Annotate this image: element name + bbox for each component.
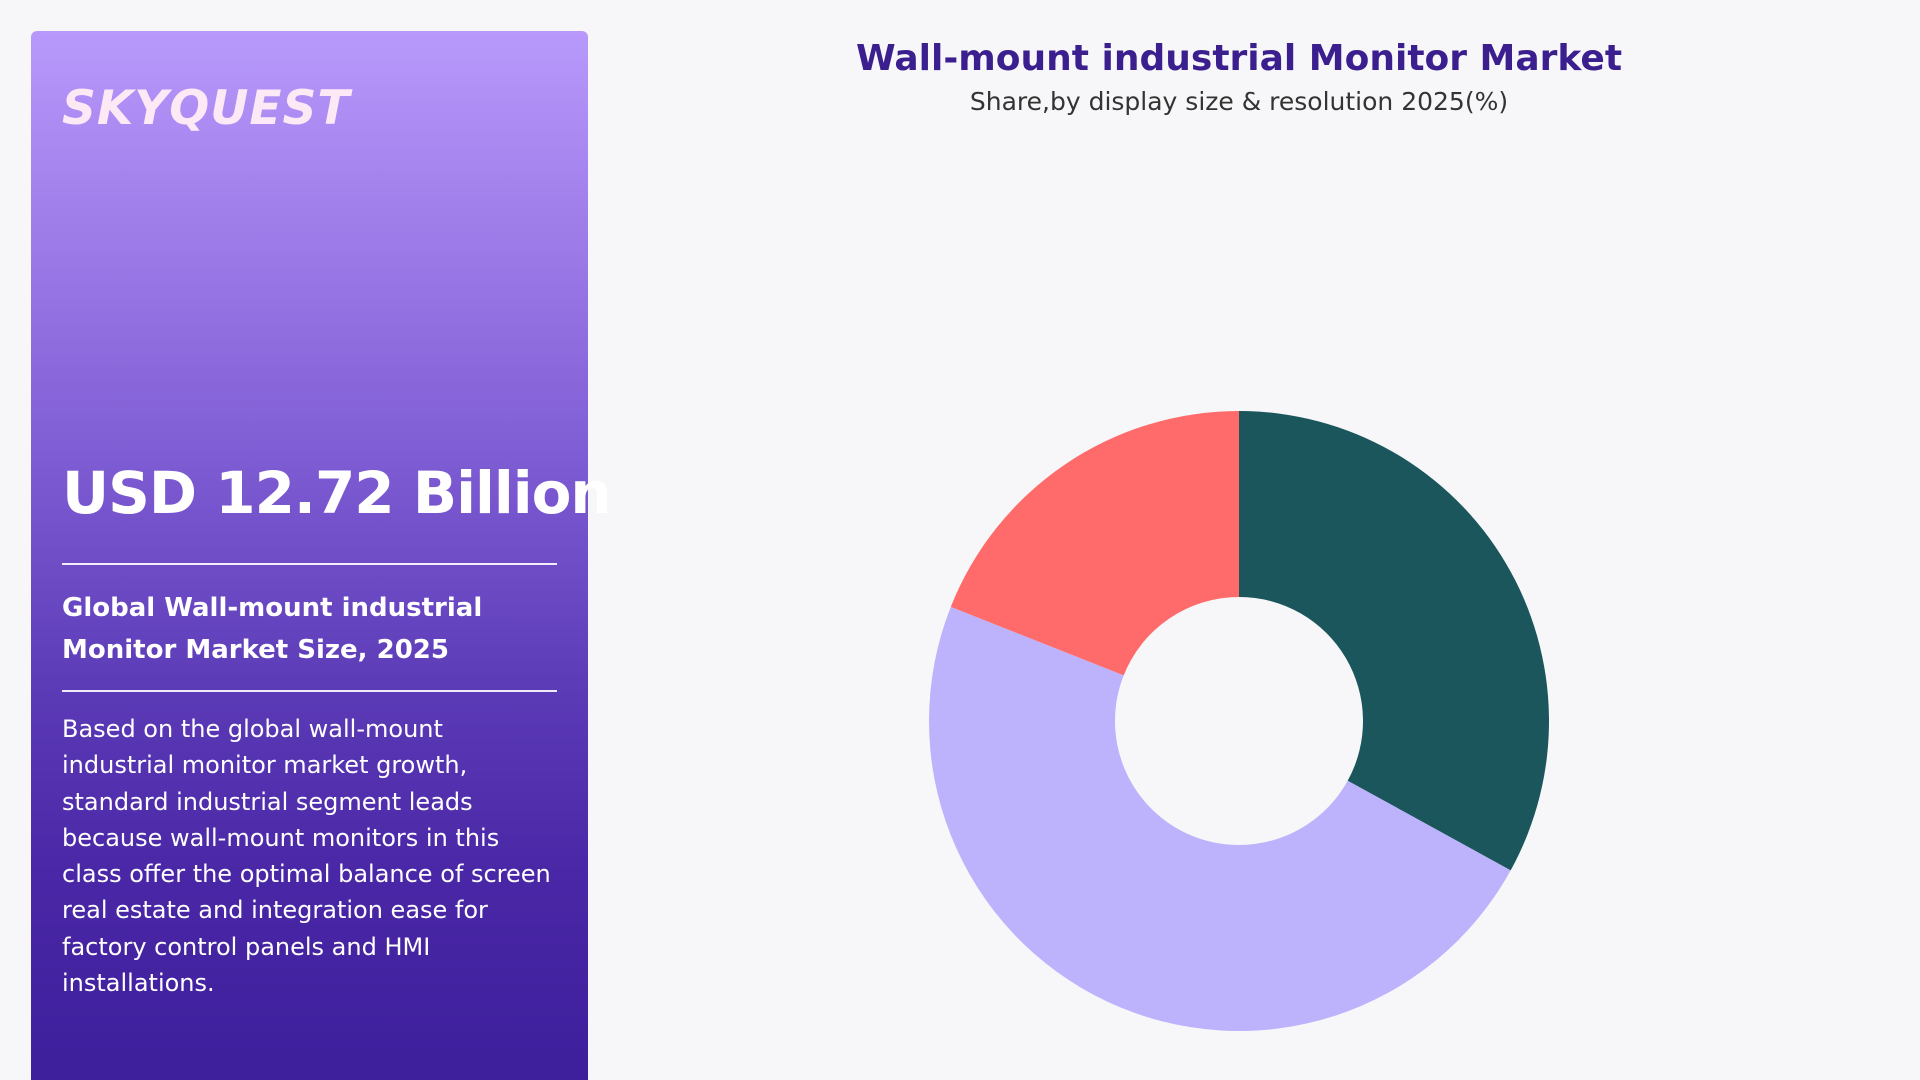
divider-bottom [62, 690, 557, 692]
market-size-caption: Global Wall-mount industrial Monitor Mar… [62, 593, 483, 665]
divider-top [62, 563, 557, 565]
donut-slice-2 [929, 606, 1511, 1031]
market-description: Based on the global wall-mount industria… [62, 715, 551, 998]
market-size-value: USD 12.72 Billion [62, 459, 612, 527]
donut-slices [929, 411, 1549, 1031]
donut-slice-1 [1239, 411, 1549, 871]
donut-chart [929, 411, 1549, 1031]
summary-panel: SKYQUEST USD 12.72 Billion Global Wall-m… [31, 31, 612, 1080]
skyquest-logo: SKYQUEST [62, 81, 351, 136]
chart-title: Wall-mount industrial Monitor Market [855, 38, 1623, 79]
donut-slice-3 [950, 411, 1239, 676]
chart-subtitle: Share,by display size & resolution 2025(… [969, 87, 1509, 116]
